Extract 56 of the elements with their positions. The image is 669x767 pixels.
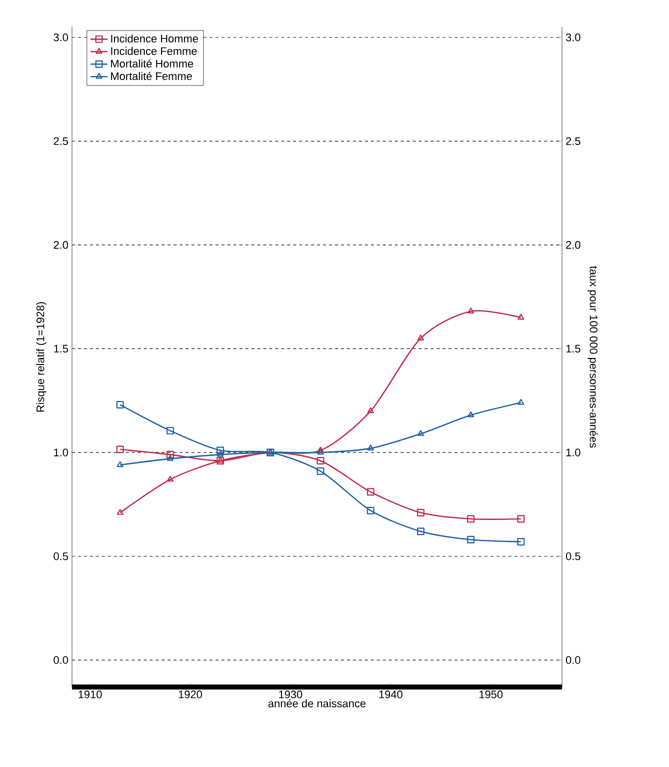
- point: [417, 430, 424, 436]
- point: [366, 488, 374, 496]
- legend-label: Incidence Femme: [111, 46, 197, 55]
- point: [468, 308, 474, 314]
- y-tick-label: 3.0: [54, 34, 68, 42]
- point: [416, 528, 424, 536]
- point: [467, 536, 475, 544]
- y-axis-title: Risque relatif (1=1928): [36, 302, 46, 412]
- y2-tick-label: 2.0: [566, 241, 580, 249]
- point: [166, 454, 174, 461]
- x-tick-label: 1910: [78, 690, 102, 698]
- point: [517, 538, 525, 546]
- legend-label: Incidence Homme: [111, 34, 198, 43]
- y2-tick-label: 1.0: [566, 448, 580, 456]
- point: [216, 457, 224, 463]
- y2-axis-title: taux pour 100 000 personnes-années: [588, 266, 598, 448]
- point: [166, 450, 174, 458]
- point: [116, 508, 124, 515]
- legend-label: Mortalité Femme: [111, 72, 192, 80]
- point: [166, 426, 174, 434]
- x-tick-label: 1950: [479, 690, 503, 698]
- x-tick-label: 1940: [379, 690, 402, 698]
- point: [116, 461, 124, 468]
- y2-tick-label: 0.0: [566, 656, 580, 664]
- point: [366, 506, 374, 514]
- point: [216, 457, 224, 465]
- y-tick-label: 2.5: [54, 137, 68, 146]
- point: [216, 450, 224, 457]
- y2-tick-label: 2.5: [566, 137, 580, 146]
- point: [216, 446, 224, 454]
- point: [367, 444, 374, 450]
- point: [467, 515, 475, 523]
- x-tick-label: 1920: [178, 690, 202, 698]
- point: [517, 515, 525, 523]
- point: [316, 457, 324, 465]
- y-tick-label: 0.5: [54, 552, 68, 560]
- x-tick-label: 1930: [279, 690, 302, 698]
- y2-tick-label: 3.0: [566, 34, 580, 42]
- y-tick-label: 1.5: [54, 344, 68, 353]
- y-tick-label: 0.0: [54, 656, 68, 664]
- point: [518, 314, 524, 320]
- y-tick-label: 2.0: [54, 241, 68, 249]
- point: [518, 398, 524, 405]
- point: [367, 407, 374, 414]
- y-tick-label: 1.0: [54, 448, 68, 456]
- point: [417, 334, 424, 340]
- point: [166, 476, 174, 482]
- y2-tick-label: 1.5: [566, 344, 580, 353]
- point: [316, 467, 324, 475]
- x-axis-title: année de naissance: [268, 699, 366, 708]
- y2-tick-label: 0.5: [566, 552, 580, 560]
- point: [468, 411, 474, 418]
- point: [116, 400, 124, 408]
- point: [416, 508, 424, 516]
- legend-label: Mortalité Homme: [111, 59, 194, 68]
- point: [116, 446, 124, 454]
